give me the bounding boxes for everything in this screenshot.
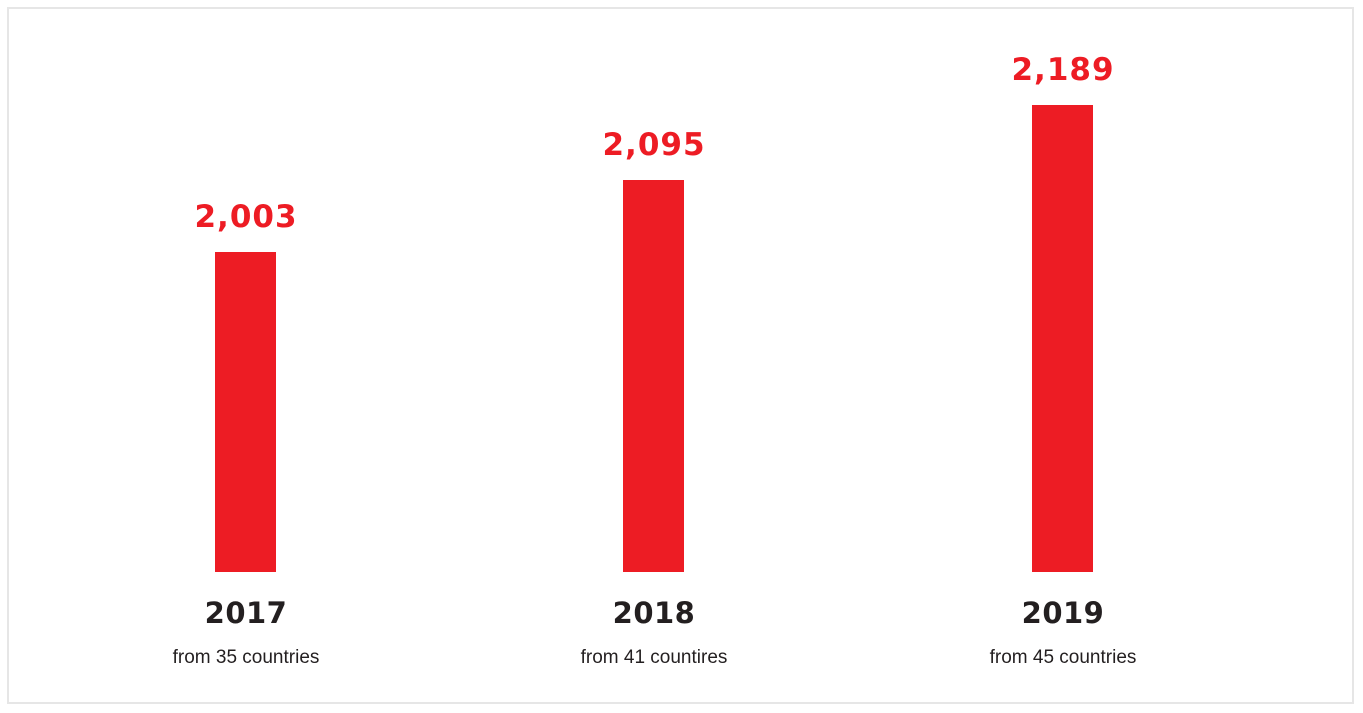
- chart-column-2018: 2,095 2018 from 41 countires: [524, 9, 784, 702]
- value-label-2017: 2,003: [194, 199, 298, 236]
- year-label-2017: 2017: [204, 596, 288, 630]
- chart-column-2019: 2,189 2019 from 45 countries: [933, 9, 1193, 702]
- bar-2019: [1032, 105, 1093, 572]
- countries-label-2018: from 41 countires: [580, 647, 728, 668]
- chart-column-2017: 2,003 2017 from 35 countries: [116, 9, 376, 702]
- bar-2018: [623, 179, 684, 572]
- year-label-2018: 2018: [612, 596, 696, 630]
- countries-label-2017: from 35 countries: [172, 647, 320, 668]
- year-label-2019: 2019: [1021, 596, 1105, 630]
- chart-frame: 2,003 2017 from 35 countries 2,095 2018 …: [7, 7, 1354, 704]
- value-label-2019: 2,189: [1011, 52, 1115, 88]
- value-label-2018: 2,095: [602, 126, 706, 163]
- countries-label-2019: from 45 countries: [989, 647, 1137, 668]
- bar-2017: [215, 252, 276, 572]
